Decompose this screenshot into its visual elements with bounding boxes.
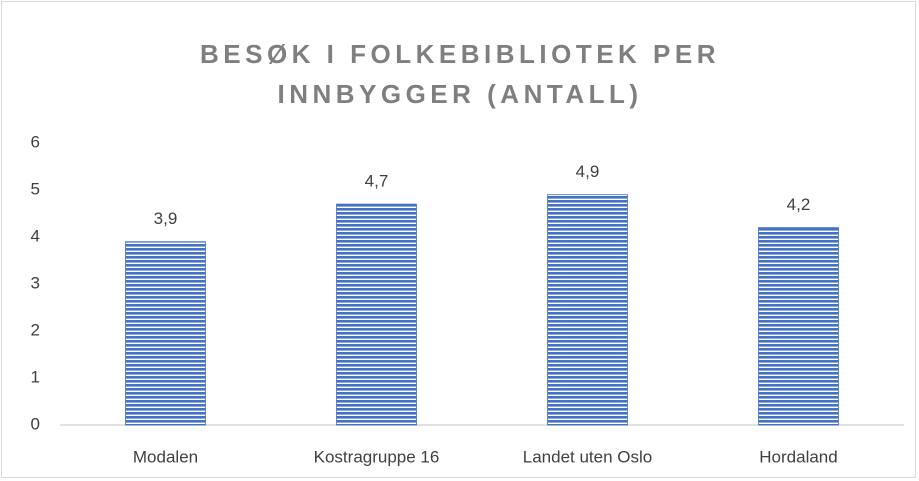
x-tick-label: Kostragruppe 16	[314, 447, 440, 466]
y-tick-label: 3	[31, 273, 40, 292]
x-tick-label: Hordaland	[759, 447, 837, 466]
data-label: 4,9	[576, 162, 600, 181]
x-tick-label: Modalen	[133, 447, 198, 466]
data-label: 3,9	[154, 209, 178, 228]
y-tick-label: 5	[31, 179, 40, 198]
y-tick-label: 6	[31, 132, 40, 151]
data-label: 4,7	[365, 172, 389, 191]
chart-title: BESØK I FOLKEBIBLIOTEK PER INNBYGGER (AN…	[199, 39, 721, 109]
y-tick-label: 0	[31, 414, 40, 433]
x-tick-label: Landet uten Oslo	[523, 447, 652, 466]
bar	[547, 194, 628, 426]
bar	[758, 227, 839, 426]
y-tick-label: 2	[31, 320, 40, 339]
bar	[125, 241, 206, 426]
bar	[336, 203, 417, 426]
y-tick-label: 4	[31, 226, 40, 245]
y-tick-label: 1	[31, 367, 40, 386]
data-label: 4,2	[787, 195, 811, 214]
